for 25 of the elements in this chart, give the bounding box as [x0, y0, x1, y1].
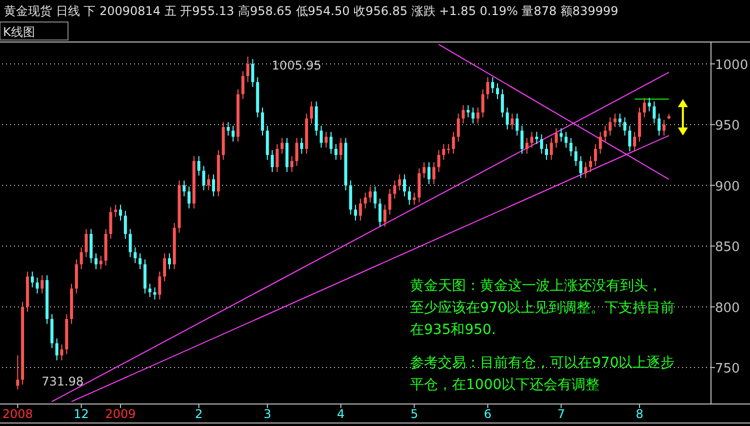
y-tick-label: 1000: [715, 58, 748, 73]
x-tick-label: 6: [484, 407, 492, 421]
x-tick-label: 2009: [105, 407, 136, 421]
annotation: 1005.95: [272, 58, 322, 73]
y-tick-label: 750: [715, 362, 740, 377]
x-tick-label: 3: [264, 407, 272, 421]
subtitle: K线图: [3, 25, 35, 39]
x-tick-label: 4: [337, 407, 345, 421]
x-tick-label: 8: [636, 407, 644, 421]
annotation: 平仓，在1000以下还会有调整: [410, 377, 600, 393]
annotation: 在935和950.: [410, 322, 496, 338]
x-tick-label: 7: [557, 407, 565, 421]
annotation: 参考交易：目前有仓，可以在970以上逐步: [410, 355, 675, 371]
annotation: 731.98: [42, 374, 84, 388]
x-tick-label: 2008: [2, 407, 33, 421]
x-tick-label: 5: [410, 407, 418, 421]
x-tick-label: 2: [195, 407, 203, 421]
y-tick-label: 900: [715, 179, 740, 194]
annotation: 至少应该在970以上见到调整。下支持目前: [410, 300, 675, 316]
x-tick-label: 12: [74, 407, 89, 421]
y-tick-label: 950: [715, 118, 740, 134]
annotation: 黄金天图：黄金这一波上涨还没有到头，: [410, 278, 662, 294]
y-tick-label: 850: [715, 240, 740, 256]
y-tick-label: 800: [715, 300, 740, 316]
title: 黄金现货 日线 下 20090814 五 开955.13 高958.65 低954.50 收956.85 涨跌 +1.85 0.19% 量878 额839999: [4, 4, 618, 18]
